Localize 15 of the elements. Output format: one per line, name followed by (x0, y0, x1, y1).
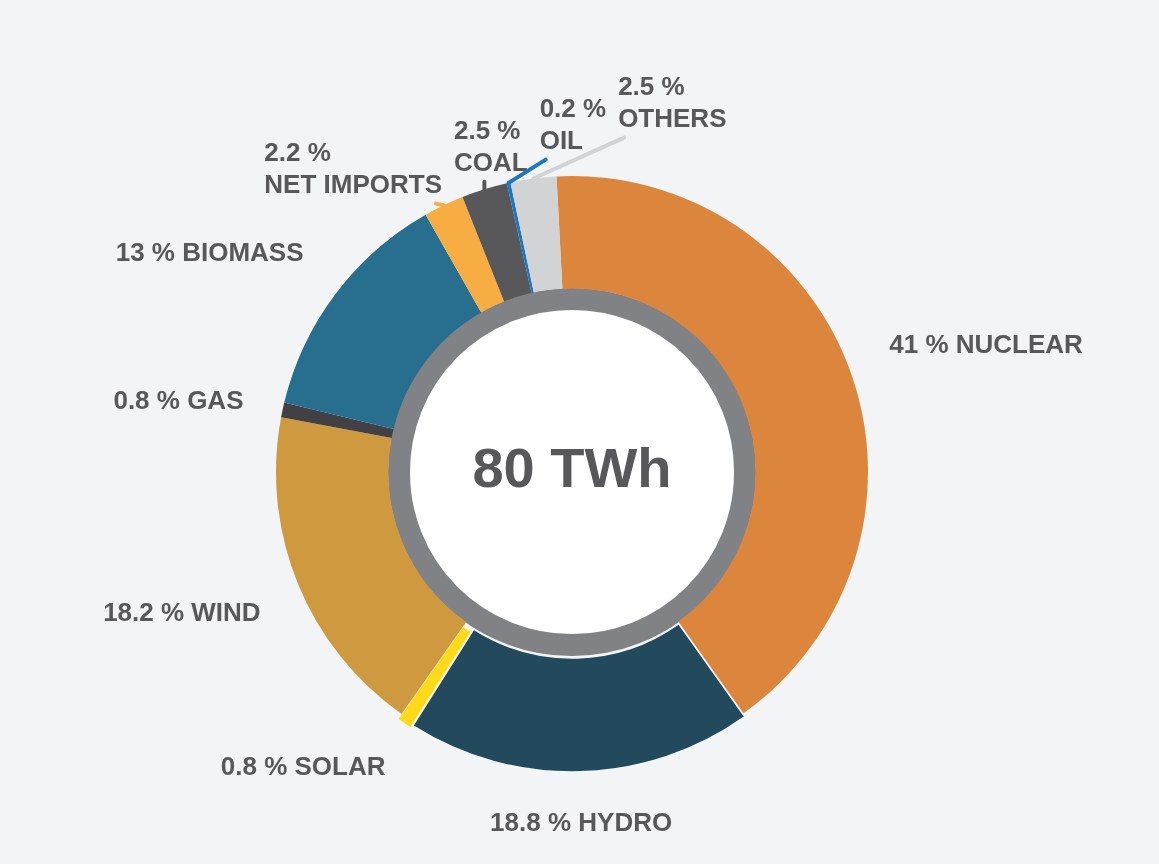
slice-label: OIL (539, 124, 584, 155)
data-label: 2.5 % (454, 114, 521, 145)
slice-label: 18.8 % HYDRO (490, 807, 673, 838)
slice-label: 18.2 % WIND (103, 597, 261, 628)
slice-label: NET IMPORTS (264, 168, 442, 199)
slice-label: 0.8 % SOLAR (220, 750, 386, 781)
text: 80 TWh (472, 436, 672, 500)
slice-label: OTHERS (618, 102, 727, 133)
data-label: 2.5 % (618, 70, 685, 101)
data-label: 2.2 % (264, 136, 331, 167)
slice-label: COAL (454, 146, 528, 177)
slice-label: 41 % NUCLEAR (889, 328, 1084, 359)
slice-label: 0.8 % GAS (113, 384, 244, 415)
slice-label: 13 % BIOMASS (115, 237, 304, 268)
data-label: 0.2 % (539, 92, 607, 123)
